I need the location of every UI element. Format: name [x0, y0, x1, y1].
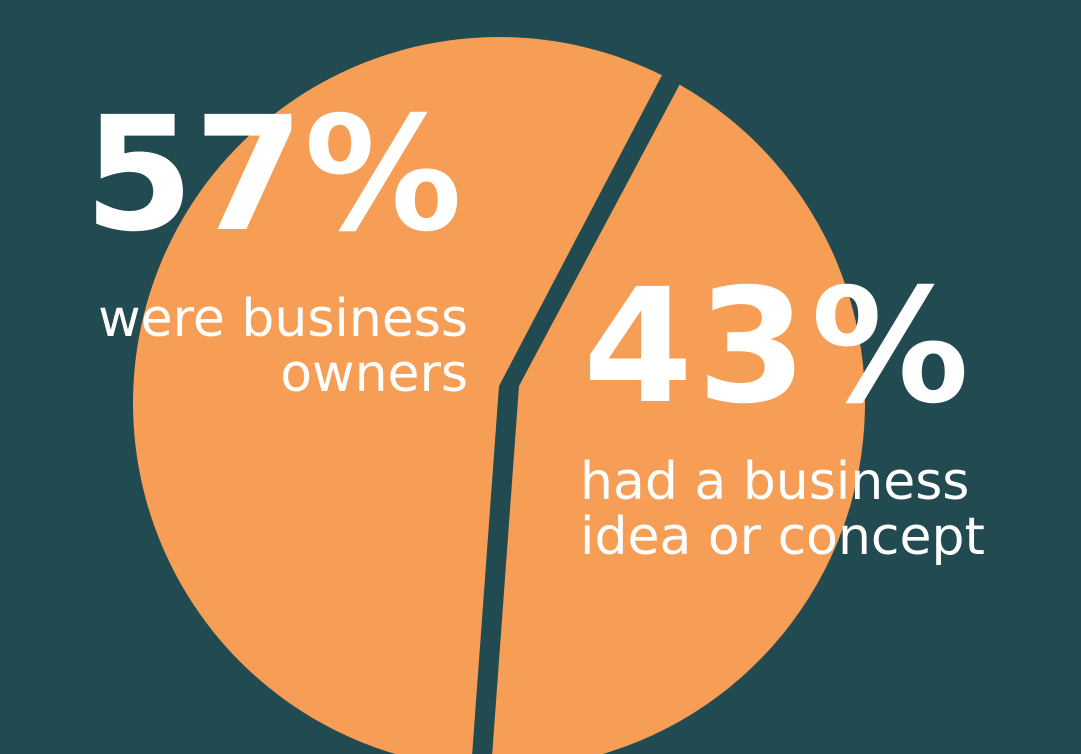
slice-caption-owners: were business owners — [20, 289, 468, 405]
caption-line: owners — [280, 344, 468, 405]
caption-line: idea or concept — [580, 507, 985, 568]
pie-slices — [133, 37, 865, 754]
pie-slice-owners — [133, 37, 662, 754]
slice-value-label-owners: 57% — [84, 83, 463, 267]
slice-value-label-idea: 43% — [583, 255, 974, 439]
pie-slice-idea — [492, 84, 865, 754]
caption-line: were business — [98, 289, 468, 349]
caption-line: had a business — [580, 452, 970, 512]
slice-caption-idea: had a business idea or concept — [580, 452, 985, 568]
